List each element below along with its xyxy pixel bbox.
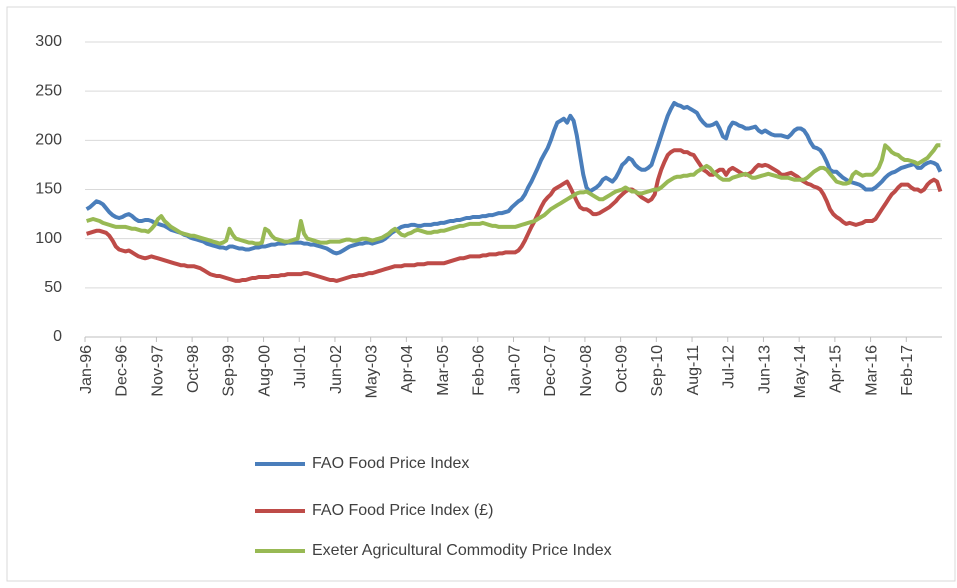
x-tick-label: Aug-11	[685, 345, 702, 396]
y-tick-label: 100	[35, 230, 62, 247]
x-tick-label: Apr-15	[828, 345, 845, 393]
legend-label: FAO Food Price Index	[312, 455, 469, 472]
x-tick-label: Feb-17	[899, 345, 916, 396]
series-line	[85, 101, 943, 256]
y-tick-label: 150	[35, 181, 62, 198]
legend-label: Exeter Agricultural Commodity Price Inde…	[312, 542, 612, 559]
y-tick-label: 250	[35, 82, 62, 99]
x-tick-label: Sep-10	[649, 345, 666, 397]
x-tick-label: Oct-09	[613, 345, 630, 393]
chart-frame	[6, 6, 956, 582]
series-line	[86, 148, 943, 283]
x-tick-label: Jan-96	[78, 345, 95, 394]
x-tick-label: Aug-00	[256, 345, 273, 397]
x-tick-label: Nov-08	[578, 345, 595, 397]
x-tick-label: Apr-04	[399, 345, 416, 393]
x-tick-label: Jul-01	[292, 345, 309, 389]
series-line	[86, 143, 941, 246]
x-tick-label: Feb-06	[471, 345, 488, 396]
y-tick-label: 200	[35, 132, 62, 149]
x-tick-label: Sep-99	[221, 345, 238, 397]
y-tick-label: 0	[53, 328, 62, 345]
legend-label: FAO Food Price Index (£)	[312, 502, 493, 519]
y-tick-label: 50	[44, 279, 62, 296]
x-tick-label: Jun-13	[756, 345, 773, 394]
y-tick-label: 300	[35, 33, 62, 50]
x-tick-label: May-03	[364, 345, 381, 398]
x-tick-label: Jul-12	[721, 345, 738, 389]
x-tick-label: Jan-07	[506, 345, 523, 394]
x-tick-label: Nov-97	[149, 345, 166, 397]
x-tick-label: May-14	[792, 345, 809, 398]
x-tick-label: Mar-16	[863, 345, 880, 396]
x-tick-label: Dec-96	[114, 345, 131, 397]
x-tick-label: Oct-98	[185, 345, 202, 393]
x-tick-label: Mar-05	[435, 345, 452, 396]
x-tick-label: Jun-02	[328, 345, 345, 394]
x-tick-label: Dec-07	[542, 345, 559, 397]
